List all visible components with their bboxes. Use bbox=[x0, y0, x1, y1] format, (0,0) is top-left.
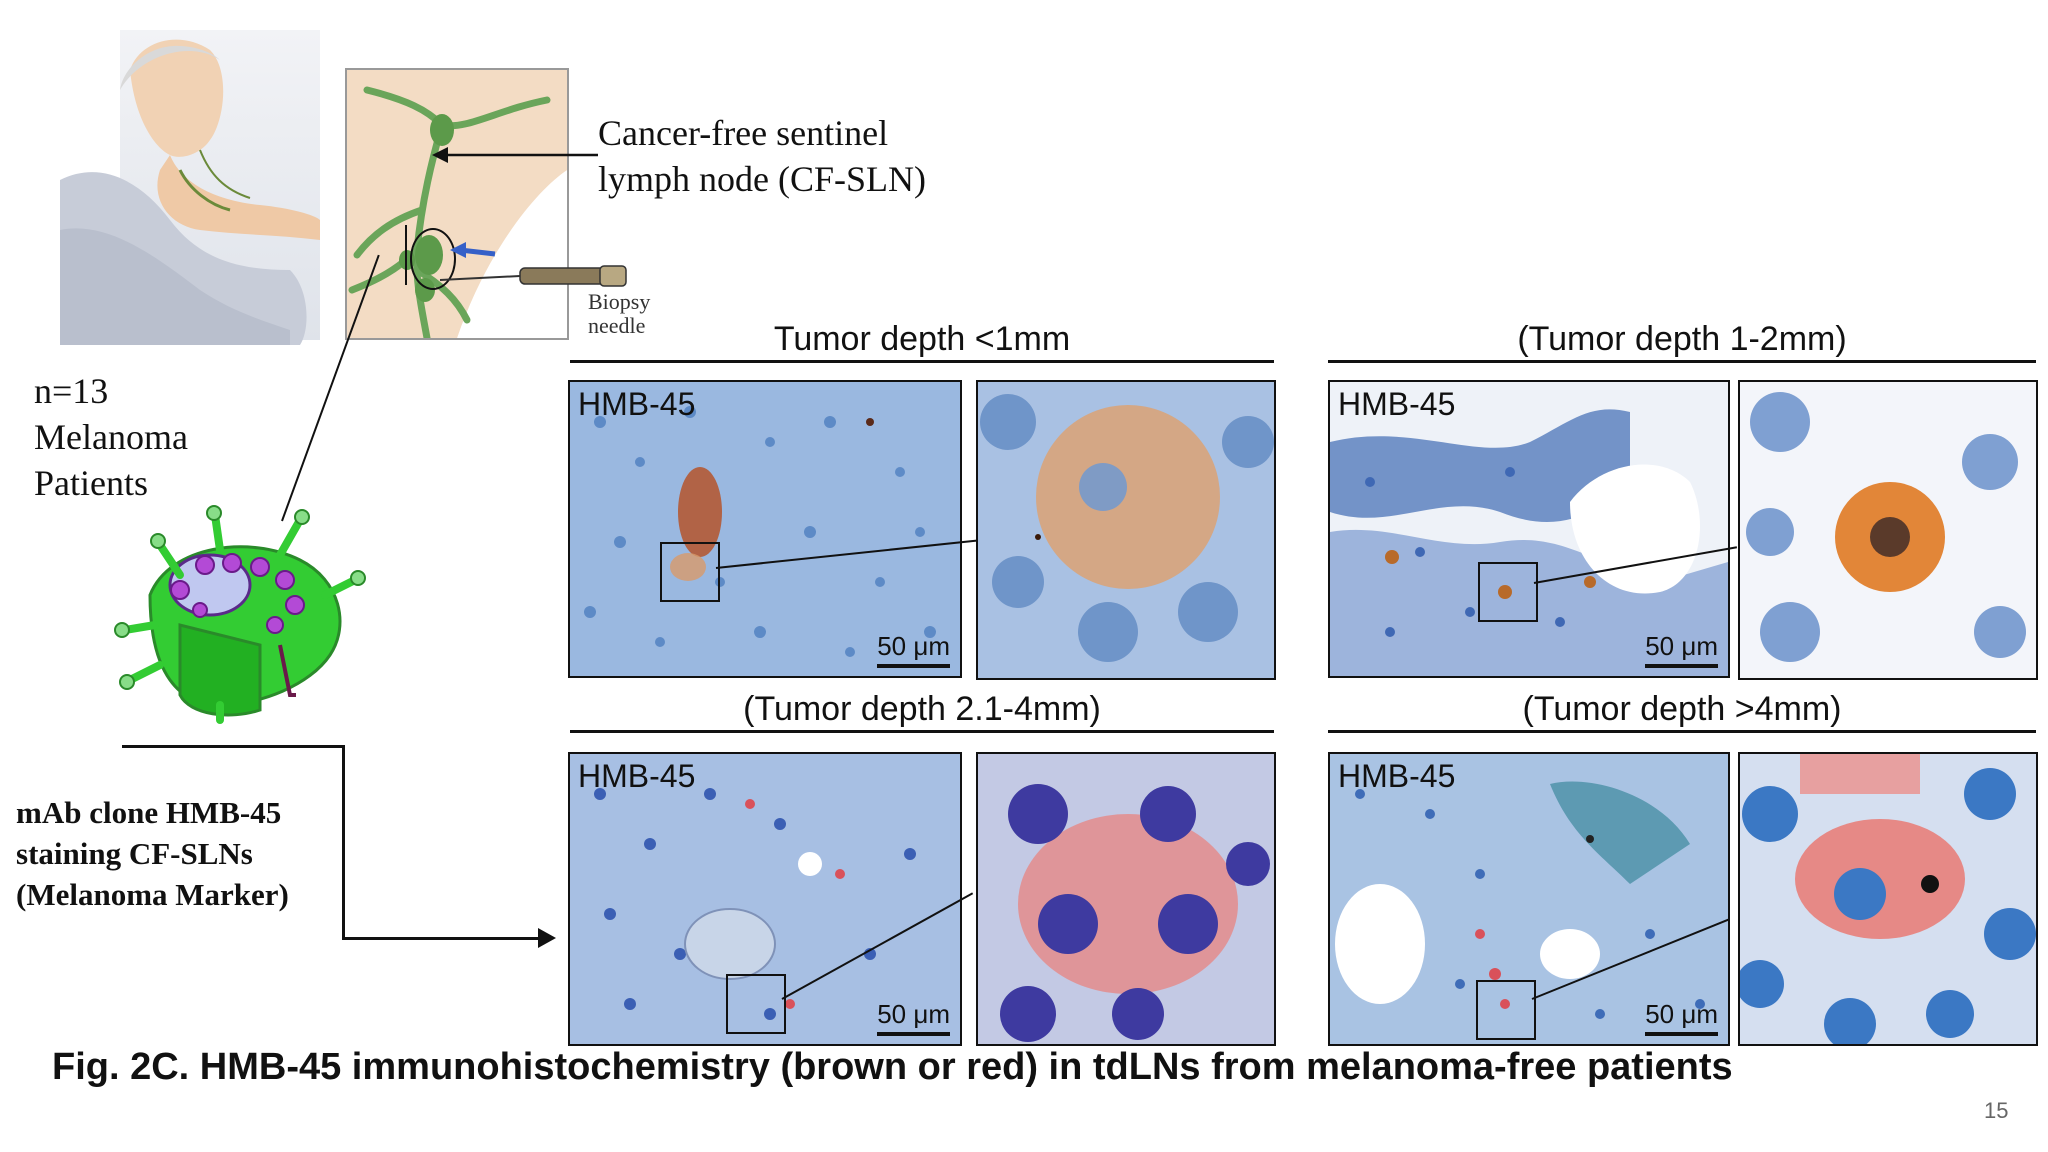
micrograph-panel-4: HMB-45 50 μm bbox=[1328, 752, 1730, 1046]
micrograph-zoom-2 bbox=[1738, 380, 2038, 680]
micrograph-panel-2: HMB-45 50 μm bbox=[1328, 380, 1730, 678]
stain-label-4: HMB-45 bbox=[1338, 758, 1456, 794]
biopsy-label: Biopsy needle bbox=[588, 290, 650, 338]
page-number: 15 bbox=[1984, 1098, 2009, 1123]
stain-method-label: mAb clone HMB-45 staining CF-SLNs (Melan… bbox=[16, 792, 289, 915]
micrograph-zoom-4 bbox=[1738, 752, 2038, 1046]
sentinel-label-line2: lymph node (CF-SLN) bbox=[598, 159, 926, 199]
biopsy-needle-icon bbox=[440, 242, 627, 287]
sentinel-arrow bbox=[432, 147, 598, 163]
micrograph-zoom-3 bbox=[976, 752, 1276, 1046]
micrograph-panel-1: HMB-45 50 μm bbox=[568, 380, 962, 678]
stain-label-3: HMB-45 bbox=[578, 758, 696, 794]
panel-rule-3 bbox=[570, 730, 1274, 733]
scale-text-4: 50 μm bbox=[1645, 999, 1718, 1029]
stain-method-line3: (Melanoma Marker) bbox=[16, 877, 289, 912]
scale-bar-4: 50 μm bbox=[1645, 999, 1718, 1036]
micrograph-zoom-1 bbox=[976, 380, 1276, 680]
biopsy-label-line1: Biopsy bbox=[588, 289, 651, 314]
biopsy-label-line2: needle bbox=[588, 313, 646, 338]
sentinel-label: Cancer-free sentinel lymph node (CF-SLN) bbox=[598, 110, 926, 202]
panel-rule-1 bbox=[570, 360, 1274, 363]
stain-label-1: HMB-45 bbox=[578, 386, 696, 422]
sentinel-label-line1: Cancer-free sentinel bbox=[598, 113, 889, 153]
scale-text-2: 50 μm bbox=[1645, 631, 1718, 661]
panel-rule-2 bbox=[1328, 360, 2036, 363]
lymph-node-diagram-icon bbox=[114, 505, 366, 724]
roi-box-2 bbox=[1478, 562, 1538, 622]
patients-count: n=13 bbox=[34, 371, 109, 411]
flow-line-vertical bbox=[342, 745, 345, 940]
panel-title-1: Tumor depth <1mm bbox=[773, 320, 1071, 358]
sentinel-node-highlight bbox=[410, 228, 456, 290]
flow-line-horizontal bbox=[122, 745, 345, 748]
patient-illustration bbox=[60, 30, 320, 345]
micrograph-panel-3: HMB-45 50 μm bbox=[568, 752, 962, 1046]
patients-line2: Melanoma bbox=[34, 417, 188, 457]
panel-rule-4 bbox=[1328, 730, 2036, 733]
panel-title-2: (Tumor depth 1-2mm) bbox=[1517, 320, 1847, 358]
stain-label-2: HMB-45 bbox=[1338, 386, 1456, 422]
scale-text-1: 50 μm bbox=[877, 631, 950, 661]
roi-box-3 bbox=[726, 974, 786, 1034]
flow-arrowhead-icon bbox=[538, 928, 556, 948]
roi-box-1 bbox=[660, 542, 720, 602]
panel-title-3: (Tumor depth 2.1-4mm) bbox=[743, 690, 1101, 728]
scale-bar-3: 50 μm bbox=[877, 999, 950, 1036]
scale-text-3: 50 μm bbox=[877, 999, 950, 1029]
panel-title-4: (Tumor depth >4mm) bbox=[1522, 690, 1842, 728]
patients-line3: Patients bbox=[34, 463, 148, 503]
stain-method-line2: staining CF-SLNs bbox=[16, 836, 253, 871]
roi-box-4 bbox=[1476, 980, 1536, 1040]
patients-label: n=13 Melanoma Patients bbox=[34, 368, 188, 506]
scale-bar-1: 50 μm bbox=[877, 631, 950, 668]
scale-bar-2: 50 μm bbox=[1645, 631, 1718, 668]
needle-marker bbox=[405, 225, 407, 285]
flow-line-arrow-shaft bbox=[342, 937, 542, 940]
stain-method-line1: mAb clone HMB-45 bbox=[16, 795, 282, 830]
figure-caption: Fig. 2C. HMB-45 immunohistochemistry (br… bbox=[52, 1046, 1733, 1088]
